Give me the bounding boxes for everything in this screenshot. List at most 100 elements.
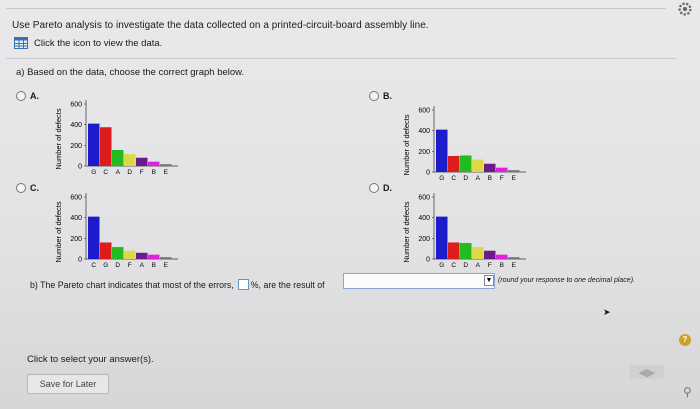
- x-tick-label: B: [152, 262, 156, 269]
- x-tick-label: E: [512, 262, 517, 269]
- x-tick-label: G: [439, 175, 444, 182]
- chart-a: Number of defects 600 400 200 0 G C A D F B E: [52, 92, 227, 177]
- bar-G: [88, 123, 100, 166]
- part-b-suffix: %, are the result of: [250, 279, 325, 290]
- bar-E: [508, 170, 520, 172]
- chart-d: Number of defects 600 400 200 0 G C D A F B E: [400, 185, 575, 270]
- option-b[interactable]: B.: [369, 91, 392, 101]
- x-tick-label: B: [488, 175, 492, 182]
- option-c-label: C.: [30, 183, 39, 193]
- chart-d-svg: Number of defects 600 400 200 0 G C D A F B E: [402, 193, 526, 269]
- bar-A: [472, 159, 484, 172]
- part-a-label: a) Based on the data, choose the correct…: [16, 67, 245, 78]
- top-divider: [6, 8, 666, 9]
- chart-b-svg: Number of defects 600 400 200 0 G C D A B F E: [402, 106, 526, 182]
- y-tick-label: 200: [418, 149, 430, 156]
- chevron-right-icon[interactable]: ▶: [647, 366, 656, 379]
- save-for-later-button[interactable]: Save for Later: [27, 374, 109, 394]
- option-a[interactable]: A.: [16, 91, 39, 101]
- radio-c[interactable]: [16, 183, 26, 193]
- bar-C: [448, 155, 460, 172]
- table-icon[interactable]: [14, 37, 28, 49]
- category-select[interactable]: [343, 273, 495, 289]
- x-tick-label: G: [91, 169, 96, 176]
- bar-E: [160, 257, 172, 259]
- y-tick-label: 400: [70, 215, 82, 222]
- prev-next-button[interactable]: ◀ ▶: [630, 365, 664, 379]
- bar-A: [112, 149, 124, 166]
- bar-D: [460, 242, 472, 259]
- radio-b[interactable]: [369, 91, 379, 101]
- bar-B: [496, 254, 508, 259]
- chart-a-svg: Number of defects 600 400 200 0 G C A D F B E: [54, 100, 178, 176]
- x-tick-label: C: [451, 175, 456, 182]
- bar-A: [136, 252, 148, 259]
- x-tick-label: A: [140, 262, 145, 269]
- chevron-left-icon[interactable]: ◀: [638, 366, 647, 379]
- radio-d[interactable]: [369, 183, 379, 193]
- accessibility-icon[interactable]: ⚲: [683, 385, 692, 399]
- x-tick-label: F: [488, 262, 492, 269]
- x-tick-label: C: [91, 262, 96, 269]
- x-tick-label: D: [463, 262, 468, 269]
- x-tick-label: E: [164, 169, 169, 176]
- bar-C: [88, 216, 100, 259]
- x-tick-label: F: [140, 169, 144, 176]
- click-select-instruction: Click to select your answer(s).: [27, 354, 154, 365]
- x-tick-label: E: [164, 262, 169, 269]
- option-c[interactable]: C.: [16, 183, 39, 193]
- y-tick-label: 200: [418, 236, 430, 243]
- x-tick-label: B: [152, 169, 156, 176]
- bar-D: [112, 247, 124, 259]
- percent-answer-input[interactable]: [237, 279, 249, 290]
- bar-G: [100, 242, 112, 259]
- option-d[interactable]: D.: [369, 183, 392, 193]
- y-axis-label: Number of defects: [402, 201, 411, 263]
- option-a-label: A.: [30, 91, 39, 101]
- gear-icon[interactable]: [676, 0, 694, 18]
- bar-B: [148, 254, 160, 259]
- x-tick-label: B: [500, 262, 504, 269]
- x-tick-label: G: [439, 262, 444, 269]
- x-tick-label: C: [103, 169, 108, 176]
- x-tick-label: F: [128, 262, 132, 269]
- x-tick-label: G: [103, 262, 108, 269]
- bar-G: [436, 216, 448, 259]
- x-tick-label: F: [500, 175, 504, 182]
- view-data-link[interactable]: Click the icon to view the data.: [14, 37, 162, 49]
- x-tick-label: E: [512, 175, 517, 182]
- bar-C: [100, 127, 112, 166]
- navigation-arrows: ◀ ▶: [630, 365, 664, 379]
- y-tick-label: 600: [70, 102, 82, 109]
- rounding-hint: (round your response to one decimal plac…: [498, 277, 635, 284]
- bar-F: [124, 250, 136, 259]
- option-d-label: D.: [383, 183, 392, 193]
- y-tick-label: 600: [418, 108, 430, 115]
- bar-F: [484, 250, 496, 259]
- y-tick-label: 0: [426, 257, 430, 264]
- y-tick-label: 0: [78, 257, 82, 264]
- bar-E: [508, 257, 520, 259]
- x-tick-label: D: [127, 169, 132, 176]
- y-axis-label: Number of defects: [54, 201, 63, 263]
- y-tick-label: 400: [418, 215, 430, 222]
- x-tick-label: A: [476, 262, 481, 269]
- bar-G: [436, 129, 448, 172]
- y-tick-label: 200: [70, 236, 82, 243]
- radio-a[interactable]: [16, 91, 26, 101]
- y-tick-label: 600: [418, 195, 430, 202]
- chevron-down-icon[interactable]: ▼: [484, 275, 494, 286]
- section-divider: [6, 58, 676, 59]
- x-tick-label: A: [116, 169, 121, 176]
- view-data-label[interactable]: Click the icon to view the data.: [34, 37, 163, 49]
- chart-c-svg: Number of defects 600 400 200 0 C G D F A B E: [54, 193, 178, 269]
- x-tick-label: D: [463, 175, 468, 182]
- option-b-label: B.: [383, 91, 392, 101]
- x-tick-label: A: [476, 175, 481, 182]
- bar-D: [460, 155, 472, 172]
- help-icon[interactable]: ?: [679, 334, 691, 346]
- bar-B: [484, 163, 496, 172]
- bar-C: [448, 242, 460, 259]
- bar-A: [472, 247, 484, 259]
